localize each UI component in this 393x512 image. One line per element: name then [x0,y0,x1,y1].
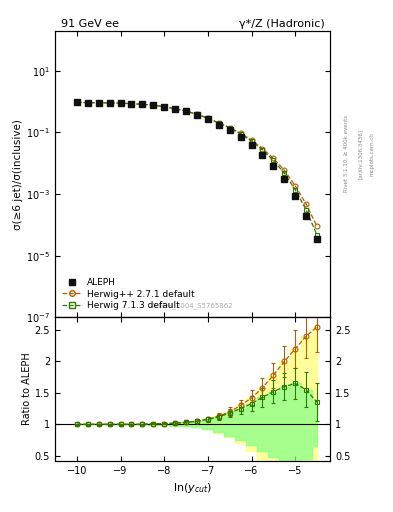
Text: ALEPH_2004_S5765862: ALEPH_2004_S5765862 [151,302,234,309]
Text: mcplots.cern.ch: mcplots.cern.ch [369,132,375,176]
Y-axis label: σ(≥6 jet)/σ(inclusive): σ(≥6 jet)/σ(inclusive) [13,119,24,229]
Y-axis label: Ratio to ALEPH: Ratio to ALEPH [22,353,32,425]
Legend: ALEPH, Herwig++ 2.7.1 default, Herwig 7.1.3 default: ALEPH, Herwig++ 2.7.1 default, Herwig 7.… [59,275,197,313]
Text: γ*/Z (Hadronic): γ*/Z (Hadronic) [239,19,325,29]
Text: [arXiv:1306.3436]: [arXiv:1306.3436] [358,129,363,179]
Text: Rivet 3.1.10, ≥ 400k events: Rivet 3.1.10, ≥ 400k events [344,115,349,192]
X-axis label: ln($y_{cut}$): ln($y_{cut}$) [173,481,212,495]
Text: 91 GeV ee: 91 GeV ee [61,19,119,29]
